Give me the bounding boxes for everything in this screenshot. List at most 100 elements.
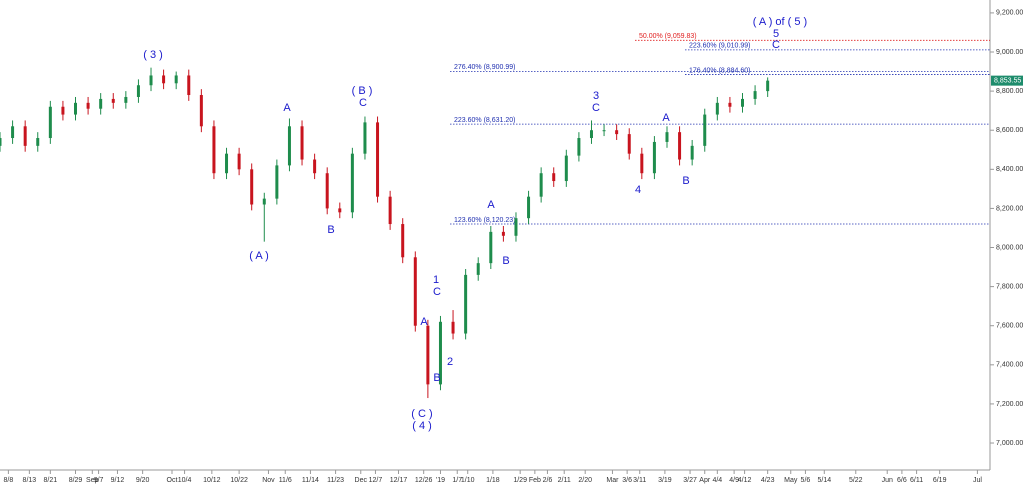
x-tick-label: 3/6: [622, 477, 632, 484]
candle-body: [741, 98, 744, 107]
x-tick-label: 1/7: [452, 477, 462, 484]
x-tick-label: 11/14: [302, 477, 319, 484]
x-tick-label: 8/13: [23, 477, 37, 484]
x-tick-label: Mar: [606, 477, 619, 484]
wave-label: C: [359, 97, 367, 109]
x-tick-label: 10/12: [203, 477, 221, 484]
candle-body: [715, 102, 719, 115]
candle-body: [476, 263, 480, 275]
x-tick-label: Jul: [973, 477, 982, 484]
x-tick-label: 9/7: [94, 477, 104, 484]
candle-body: [552, 173, 556, 182]
wave-label: C: [772, 39, 780, 51]
wave-label: ( 3 ): [143, 49, 163, 61]
candle-body: [652, 141, 656, 174]
x-tick-label: 2/11: [558, 477, 571, 484]
fib-label: 223.60% (9,010.99): [689, 43, 751, 50]
x-tick-label: Jun: [882, 477, 893, 484]
x-tick-label: 6/19: [933, 477, 947, 484]
candle-body: [124, 96, 128, 103]
x-tick-label: 3/27: [683, 477, 697, 484]
candle-body: [539, 173, 543, 197]
candle-body: [99, 98, 103, 109]
wave-label: A: [420, 316, 428, 328]
candle-body: [501, 231, 505, 236]
x-tick-label: 6/11: [910, 477, 923, 484]
candle-body: [136, 85, 140, 97]
wave-label: B: [433, 372, 440, 384]
candle-body: [187, 75, 191, 96]
x-tick-label: '19: [436, 477, 445, 484]
candle-body: [388, 196, 392, 225]
x-tick-label: 4/12: [738, 477, 752, 484]
candle-body: [464, 274, 468, 334]
candle-body: [338, 208, 342, 213]
wave-label: B: [502, 255, 509, 267]
wave-label: ( A ): [249, 250, 269, 262]
candle-body: [589, 130, 593, 139]
candle-body: [527, 196, 531, 219]
candle-body: [313, 159, 317, 174]
candle-body: [61, 106, 65, 115]
wave-label: ( B ): [352, 85, 373, 97]
candle-body: [325, 173, 329, 209]
candle-body: [11, 126, 15, 139]
x-tick-label: 6/6: [897, 477, 907, 484]
y-tick-label: 7,400.00: [996, 362, 1023, 369]
candle-body: [690, 145, 694, 160]
candle-body: [363, 122, 367, 154]
candle-body: [489, 231, 493, 264]
wave-label: 1: [433, 274, 439, 286]
wave-label: A: [662, 112, 670, 124]
fib-label: 176.40% (8,884.60): [689, 67, 751, 74]
wave-label: 2: [447, 356, 453, 368]
candle-body: [350, 153, 354, 213]
candle-body: [174, 75, 178, 84]
x-tick-label: 9/12: [111, 477, 125, 484]
last-price-box: [991, 75, 1023, 86]
wave-label: ( A ) of ( 5 ): [753, 16, 807, 28]
x-tick-label: 1/18: [486, 477, 500, 484]
candle-body: [149, 75, 153, 86]
x-tick-label: 5/14: [817, 477, 831, 484]
fib-label: 123.60% (8,120.23): [454, 217, 516, 224]
x-tick-label: 4/9: [729, 477, 739, 484]
y-tick-label: 7,000.00: [996, 440, 1023, 447]
candle-body: [665, 132, 669, 142]
x-tick-label: 11/23: [327, 477, 344, 484]
candle-body: [678, 132, 682, 160]
x-tick-label: 12/26: [415, 477, 433, 484]
y-tick-label: 9,000.00: [996, 49, 1023, 56]
candle-body: [199, 95, 203, 127]
wave-label: ( 4 ): [412, 420, 432, 432]
candle-body: [602, 130, 606, 132]
candle-body: [262, 198, 266, 205]
x-tick-label: 10/22: [230, 477, 248, 484]
wave-label: C: [592, 102, 600, 114]
candle-body: [451, 321, 455, 334]
candle-body: [300, 126, 304, 160]
x-tick-label: 12/17: [390, 477, 408, 484]
candle-body: [212, 126, 216, 174]
wave-label: 5: [773, 28, 779, 40]
fib-label: 50.00% (9,059.83): [639, 33, 697, 40]
x-tick-label: 12/7: [369, 477, 383, 484]
x-tick-label: 3/11: [633, 477, 646, 484]
x-tick-label: Sep: [86, 477, 99, 484]
x-tick-label: Dec: [355, 477, 368, 484]
fib-label: 223.60% (8,631.20): [454, 117, 516, 124]
x-tick-label: 5/22: [849, 477, 863, 484]
x-tick-label: 2/6: [543, 477, 553, 484]
x-tick-label: Apr: [699, 477, 711, 484]
x-tick-label: 11/6: [279, 477, 292, 484]
x-tick-label: 9/20: [136, 477, 150, 484]
x-tick-label: 1/29: [513, 477, 527, 484]
x-tick-label: 3/19: [658, 477, 672, 484]
x-tick-label: 5/6: [801, 477, 811, 484]
fib-label: 276.40% (8,900.99): [454, 64, 516, 71]
candle-body: [23, 126, 27, 146]
candle-body: [753, 91, 757, 99]
candle-body: [111, 98, 115, 103]
x-tick-label: 10/4: [178, 477, 192, 484]
x-tick-label: Nov: [262, 477, 275, 484]
